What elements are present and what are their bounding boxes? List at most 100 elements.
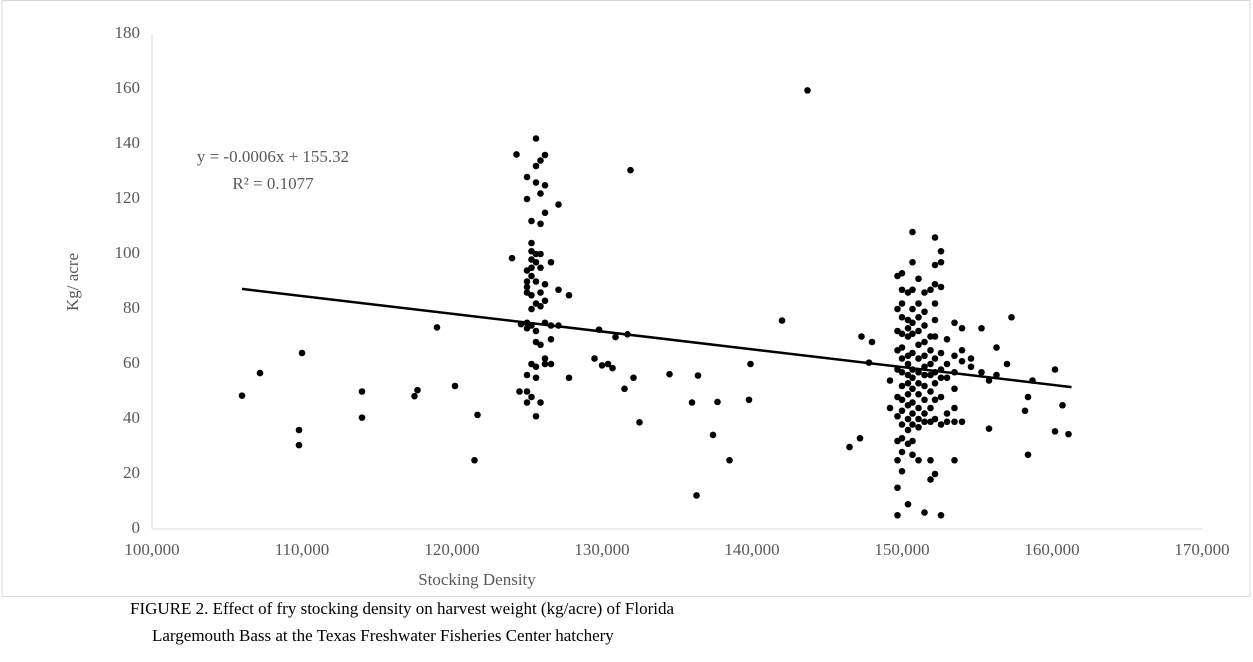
point	[523, 195, 531, 203]
point	[1008, 313, 1015, 321]
point	[898, 407, 906, 415]
point	[523, 173, 531, 181]
point	[804, 87, 811, 94]
point	[985, 377, 993, 384]
point	[951, 404, 958, 412]
point	[523, 371, 531, 379]
y-tick-label: 20	[123, 463, 140, 482]
point	[541, 151, 549, 159]
point	[726, 456, 733, 464]
point	[666, 370, 673, 378]
point	[909, 286, 916, 294]
point	[537, 220, 544, 228]
point	[532, 179, 540, 186]
point	[915, 313, 922, 321]
point	[474, 411, 481, 419]
point	[909, 399, 916, 406]
point	[528, 264, 535, 272]
point	[931, 470, 939, 478]
trendline	[241, 287, 1072, 389]
x-tick-label: 150,000	[874, 540, 929, 559]
point	[886, 377, 894, 384]
point	[909, 451, 916, 459]
point	[528, 239, 535, 247]
point	[909, 421, 916, 428]
point	[921, 322, 928, 329]
y-tick-label: 180	[115, 23, 141, 42]
point	[516, 388, 523, 395]
point	[1051, 366, 1059, 373]
point	[747, 360, 754, 368]
point	[856, 434, 864, 442]
point	[598, 362, 606, 369]
point	[411, 392, 418, 400]
point	[931, 234, 939, 241]
point	[541, 209, 549, 217]
point	[547, 335, 555, 343]
point	[937, 393, 945, 401]
x-tick-label: 140,000	[724, 540, 779, 559]
point	[636, 419, 643, 426]
point	[565, 374, 573, 382]
point	[858, 333, 865, 340]
point	[745, 396, 753, 404]
point	[937, 258, 945, 266]
point	[943, 410, 951, 417]
point	[555, 201, 562, 208]
point	[894, 484, 901, 492]
point	[898, 355, 906, 362]
point	[921, 289, 928, 296]
point	[537, 289, 544, 296]
point	[547, 258, 555, 266]
point	[931, 280, 939, 288]
point	[541, 355, 549, 362]
point	[894, 305, 901, 313]
point	[630, 374, 637, 382]
r-squared: R² = 0.1077	[232, 174, 314, 193]
point	[921, 308, 928, 316]
point	[904, 415, 912, 423]
point	[523, 388, 531, 395]
x-tick-label: 160,000	[1024, 540, 1079, 559]
point	[1065, 430, 1072, 438]
point	[846, 443, 853, 451]
point	[904, 426, 912, 434]
point	[927, 346, 934, 354]
point	[927, 286, 934, 294]
point	[868, 338, 876, 346]
point	[909, 228, 916, 236]
point	[555, 286, 562, 294]
point	[537, 399, 544, 406]
y-tick-label: 160	[115, 78, 141, 97]
point	[937, 511, 945, 519]
point	[937, 349, 945, 357]
point	[537, 250, 544, 258]
point	[951, 418, 958, 426]
point	[532, 412, 540, 420]
point	[909, 305, 916, 313]
point	[298, 349, 306, 357]
point	[541, 181, 549, 189]
point	[915, 300, 922, 307]
x-tick-label: 170,000	[1174, 540, 1229, 559]
point	[532, 162, 540, 170]
point	[909, 330, 916, 338]
point	[898, 396, 906, 404]
point	[993, 371, 1000, 379]
point	[714, 398, 721, 406]
point	[931, 379, 939, 387]
point	[508, 254, 516, 262]
point	[532, 374, 540, 382]
point	[909, 349, 916, 357]
point	[915, 404, 922, 412]
point	[958, 418, 966, 426]
point	[931, 261, 939, 269]
point	[909, 374, 916, 382]
point	[915, 327, 922, 335]
point	[894, 456, 901, 464]
point	[931, 316, 939, 324]
point	[943, 360, 951, 368]
point	[951, 319, 958, 327]
y-axis-label: Kg/ acre	[63, 253, 82, 311]
